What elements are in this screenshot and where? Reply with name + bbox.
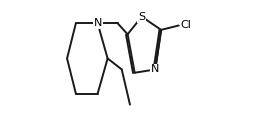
Text: Cl: Cl — [180, 21, 191, 30]
Text: N: N — [151, 64, 159, 74]
Text: S: S — [138, 12, 145, 22]
Text: N: N — [94, 18, 102, 28]
